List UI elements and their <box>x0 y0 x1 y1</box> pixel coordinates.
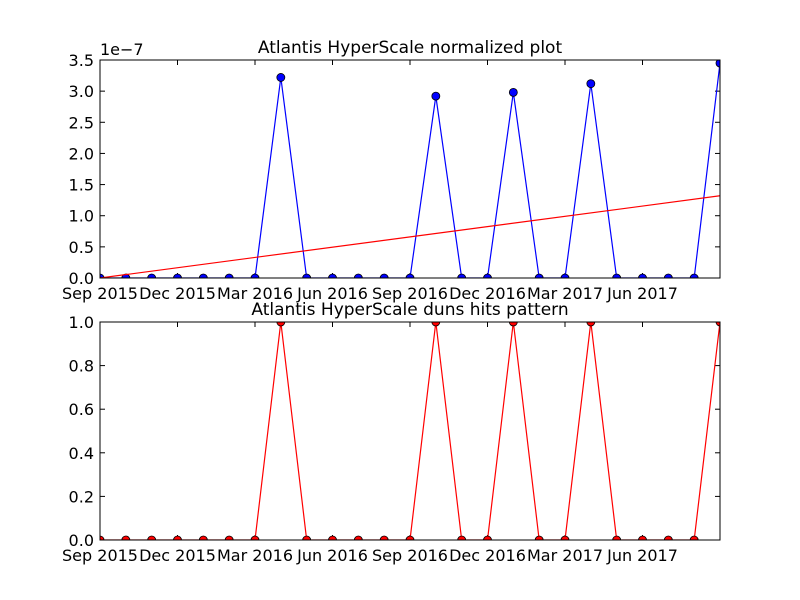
top-y-tick-label: 2.0 <box>69 144 94 163</box>
top-x-tick-label: Dec 2015 <box>139 284 216 303</box>
top-data-point <box>663 273 673 278</box>
bottom-plot: Atlantis HyperScale duns hits pattern 0.… <box>62 300 721 565</box>
bottom-data-point <box>508 322 518 327</box>
bottom-plot-title: Atlantis HyperScale duns hits pattern <box>251 300 568 320</box>
top-data-point <box>431 91 441 101</box>
bottom-data-point <box>560 535 570 540</box>
bottom-data-point <box>483 535 492 540</box>
top-plot: Atlantis HyperScale normalized plot 1e−7… <box>62 38 721 303</box>
bottom-data-point <box>534 535 544 540</box>
bottom-series <box>100 322 720 540</box>
bottom-data-point <box>100 535 105 540</box>
top-data-point <box>612 273 622 278</box>
bottom-x-tick-label: Dec 2015 <box>139 546 216 565</box>
bottom-data-point <box>224 535 234 540</box>
top-data-point <box>276 73 286 82</box>
top-data-point <box>715 60 720 68</box>
bottom-x-ticks: Sep 2015 Dec 2015 Mar 2016 Jun 2016 Sep 2016… <box>62 322 678 565</box>
top-data-point <box>508 87 518 97</box>
top-data-point <box>483 273 492 278</box>
top-data-point <box>560 273 570 278</box>
bottom-x-tick-label: Sep 2016 <box>372 546 448 565</box>
bottom-data-point <box>586 322 596 327</box>
top-series-line-1 <box>100 195 720 278</box>
bottom-y-tick-label: 0.4 <box>69 444 94 463</box>
bottom-data-point <box>379 535 389 540</box>
top-y-tick-label: 2.5 <box>69 113 94 132</box>
bottom-data-point <box>353 535 363 540</box>
top-y-tick-label: 0.5 <box>69 238 94 257</box>
top-y-tick-label: 3.0 <box>69 82 94 101</box>
bottom-y-ticks: 0.0 0.2 0.4 0.6 0.8 1.0 <box>69 313 720 550</box>
top-data-point <box>689 273 699 278</box>
bottom-data-point <box>276 322 286 327</box>
bottom-data-point <box>638 535 647 540</box>
top-x-tick-label: Dec 2016 <box>449 284 526 303</box>
top-data-point <box>405 273 415 278</box>
bottom-x-tick-label: Jun 2017 <box>606 546 678 565</box>
top-data-point <box>638 273 647 278</box>
top-x-tick-label: Mar 2017 <box>527 284 603 303</box>
top-x-ticks: Sep 2015 Dec 2015 Mar 2016 Jun 2016 Sep 2016… <box>62 60 678 303</box>
bottom-data-point <box>663 535 673 540</box>
top-x-tick-label: Sep 2015 <box>62 284 138 303</box>
top-series <box>100 60 720 278</box>
bottom-y-tick-label: 0.2 <box>69 487 94 506</box>
top-y-tick-label: 3.5 <box>69 51 94 70</box>
top-y-tick-label: 1.5 <box>69 176 94 195</box>
bottom-plot-frame <box>99 321 721 541</box>
top-data-point <box>534 273 544 278</box>
top-data-point <box>173 273 182 278</box>
top-x-tick-label: Mar 2016 <box>217 284 293 303</box>
top-plot-frame <box>99 59 721 279</box>
top-data-point <box>379 273 389 278</box>
top-data-point <box>353 273 363 278</box>
bottom-y-tick-label: 1.0 <box>69 313 94 332</box>
bottom-x-tick-label: Mar 2016 <box>217 546 293 565</box>
top-data-point <box>302 273 312 278</box>
bottom-data-point <box>612 535 622 540</box>
top-series-line-0 <box>100 63 720 278</box>
bottom-x-tick-label: Mar 2017 <box>527 546 603 565</box>
bottom-y-tick-label: 0.8 <box>69 357 94 376</box>
top-data-point <box>224 273 234 278</box>
top-data-point <box>328 273 337 278</box>
top-data-point <box>147 273 157 278</box>
top-y-tick-label: 0.0 <box>69 269 94 288</box>
top-y-tick-label: 1.0 <box>69 207 94 226</box>
bottom-y-tick-label: 0.0 <box>69 531 94 550</box>
top-data-point <box>586 79 596 89</box>
bottom-data-point <box>715 322 720 327</box>
bottom-x-tick-label: Dec 2016 <box>449 546 526 565</box>
top-x-tick-label: Sep 2016 <box>372 284 448 303</box>
bottom-x-tick-label: Sep 2015 <box>62 546 138 565</box>
top-plot-title: Atlantis HyperScale normalized plot <box>258 38 563 58</box>
bottom-series-line-0 <box>100 322 720 540</box>
top-y-ticks: 0.0 0.5 1.0 1.5 2.0 2.5 3.0 3.5 <box>69 51 720 288</box>
bottom-data-point <box>431 322 441 327</box>
bottom-data-point <box>328 535 337 540</box>
top-data-point <box>250 273 260 278</box>
bottom-data-point <box>147 535 157 540</box>
bottom-data-point <box>405 535 415 540</box>
bottom-data-point <box>250 535 260 540</box>
top-data-point <box>198 273 208 278</box>
bottom-data-point <box>457 535 467 540</box>
bottom-y-tick-label: 0.6 <box>69 400 94 419</box>
bottom-x-tick-label: Jun 2016 <box>296 546 368 565</box>
top-x-tick-label: Jun 2017 <box>606 284 678 303</box>
top-data-point <box>457 273 467 278</box>
bottom-data-point <box>302 535 312 540</box>
top-x-tick-label: Jun 2016 <box>296 284 368 303</box>
bottom-data-point <box>173 535 182 540</box>
bottom-data-point <box>198 535 208 540</box>
bottom-data-point <box>689 535 699 540</box>
top-plot-offset-label: 1e−7 <box>100 40 144 59</box>
bottom-data-point <box>121 535 131 540</box>
